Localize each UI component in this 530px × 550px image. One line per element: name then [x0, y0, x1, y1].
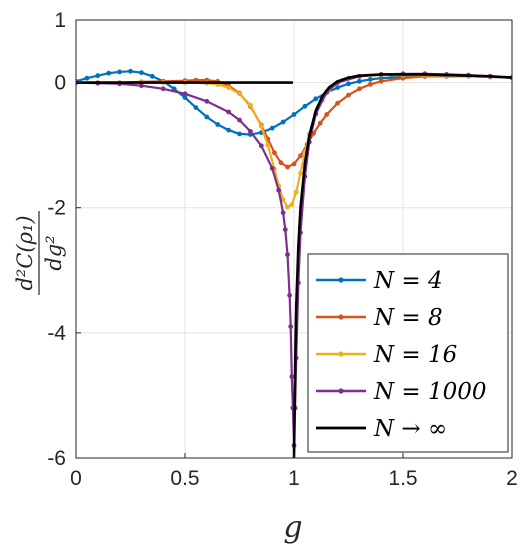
- data-point: [287, 292, 292, 298]
- y-axis-label-numerator: d²C(ρ₁): [13, 215, 37, 290]
- data-point: [289, 202, 295, 208]
- data-point: [367, 82, 373, 87]
- data-point: [106, 70, 112, 76]
- y-tick-label: 0: [54, 72, 66, 95]
- data-point: [204, 114, 210, 120]
- x-tick-label: 0: [70, 467, 82, 490]
- y-tick-label: -4: [47, 322, 66, 345]
- data-point: [298, 153, 303, 159]
- data-point: [204, 98, 210, 104]
- legend-label: N = 4: [373, 268, 443, 294]
- y-tick-label: 1: [54, 9, 66, 32]
- y-axis-label-denominator: dg²: [42, 235, 66, 270]
- x-tick-label: 2: [506, 467, 518, 490]
- data-point: [84, 75, 90, 81]
- legend-label: N = 8: [373, 305, 443, 331]
- data-point: [282, 227, 288, 233]
- y-axis-label: d²C(ρ₁) dg²: [13, 211, 66, 295]
- data-point: [139, 83, 144, 89]
- data-point: [269, 165, 275, 171]
- data-point: [346, 92, 351, 98]
- legend-item: N = 8: [316, 305, 443, 331]
- legend-label: N = 1000: [373, 379, 487, 405]
- legend-item: N = 16: [316, 342, 457, 368]
- data-point: [317, 120, 323, 126]
- legend-marker: [338, 388, 344, 394]
- data-point: [95, 73, 101, 79]
- data-point: [226, 127, 232, 133]
- data-point: [302, 103, 308, 109]
- x-tick-label: 1: [288, 467, 300, 490]
- data-point: [291, 112, 297, 117]
- data-point: [139, 70, 144, 75]
- data-point: [280, 119, 286, 125]
- series-line: [76, 74, 512, 169]
- data-point: [149, 73, 155, 79]
- data-point: [226, 85, 232, 90]
- data-point: [285, 164, 290, 170]
- legend: N = 4 N = 8 N = 16 N = 1000 N → ∞: [307, 253, 509, 453]
- data-point: [276, 187, 282, 193]
- data-point: [285, 252, 290, 257]
- data-point: [357, 78, 362, 84]
- data-point: [193, 105, 199, 110]
- data-point: [272, 150, 277, 156]
- data-point: [367, 77, 373, 82]
- data-point: [248, 129, 253, 134]
- data-point: [378, 78, 384, 84]
- data-point: [291, 161, 297, 167]
- data-point: [237, 131, 242, 137]
- data-point: [258, 124, 264, 129]
- data-point: [128, 68, 133, 74]
- data-point: [258, 143, 264, 149]
- x-tick-label: 1.5: [388, 467, 417, 490]
- data-point: [182, 95, 188, 100]
- data-point: [298, 170, 303, 176]
- series-5: [76, 73, 512, 458]
- legend-label: N = 16: [373, 342, 457, 368]
- data-point: [248, 102, 253, 108]
- data-point: [280, 210, 286, 216]
- tick-labels: 0 0.5 1 1.5 2 1 0 -2 -4 -6: [47, 9, 518, 490]
- data-point: [117, 69, 122, 75]
- data-point: [226, 109, 232, 115]
- x-axis-label: g: [283, 510, 302, 545]
- data-point: [335, 85, 340, 90]
- legend-marker: [338, 351, 344, 357]
- data-point: [335, 100, 340, 106]
- data-point: [285, 204, 290, 210]
- data-point: [265, 142, 271, 148]
- data-point: [357, 86, 362, 92]
- data-point: [280, 197, 286, 203]
- legend-label: N → ∞: [373, 416, 447, 442]
- y-tick-label: -6: [47, 447, 66, 470]
- data-point: [182, 91, 188, 97]
- data-point: [160, 86, 166, 92]
- data-point: [215, 122, 221, 127]
- legend-item: N → ∞: [316, 416, 447, 442]
- data-point: [324, 112, 330, 117]
- data-point: [269, 125, 275, 131]
- series-line: [292, 73, 512, 458]
- legend-marker: [338, 314, 344, 320]
- data-point: [289, 374, 295, 380]
- series-layer: [76, 68, 512, 458]
- x-tick-label: 0.5: [170, 467, 199, 490]
- y-tick-label: -2: [47, 197, 66, 220]
- data-point: [278, 160, 284, 166]
- data-point: [237, 91, 242, 97]
- legend-item: N = 1000: [316, 379, 487, 405]
- data-point: [346, 81, 351, 87]
- data-point: [237, 117, 242, 123]
- legend-item: N = 4: [316, 268, 443, 294]
- data-point: [288, 324, 294, 329]
- data-point: [293, 189, 299, 195]
- data-point: [313, 96, 319, 102]
- legend-marker: [338, 277, 344, 283]
